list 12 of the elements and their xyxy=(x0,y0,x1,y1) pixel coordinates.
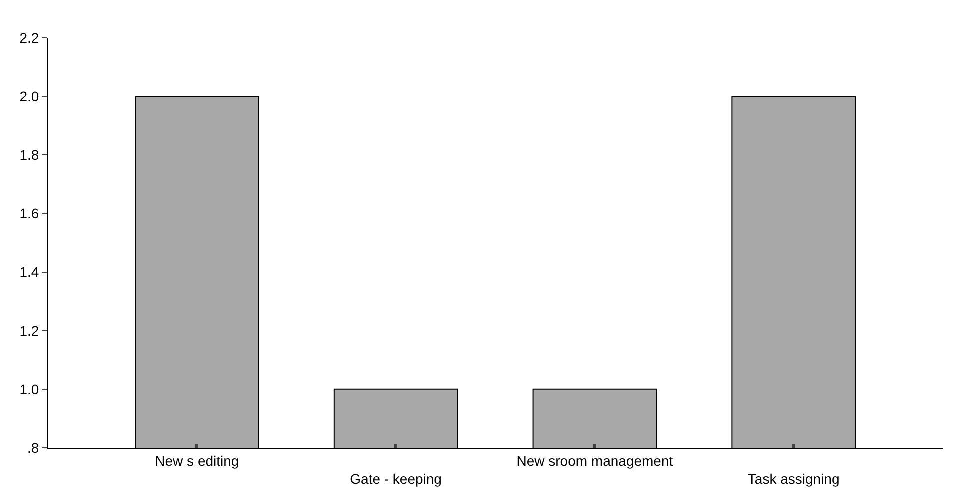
y-tick-label: 1.2 xyxy=(20,322,40,339)
x-tick-label: Gate - keeping xyxy=(350,471,442,487)
y-tick-label: 2.2 xyxy=(20,30,40,46)
y-tick-label: 1.6 xyxy=(20,206,40,222)
y-tick-label: .8 xyxy=(28,440,40,456)
y-tick-label: 1.0 xyxy=(20,381,40,398)
y-tick-label: 1.4 xyxy=(20,264,40,280)
x-tick-label: Task assigning xyxy=(748,471,840,487)
x-tick-label: New s editing xyxy=(155,452,240,469)
y-tick-label: 1.8 xyxy=(20,147,40,164)
x-tick-label: New sroom management xyxy=(516,452,674,469)
y-tick-label: 2.0 xyxy=(20,88,40,104)
